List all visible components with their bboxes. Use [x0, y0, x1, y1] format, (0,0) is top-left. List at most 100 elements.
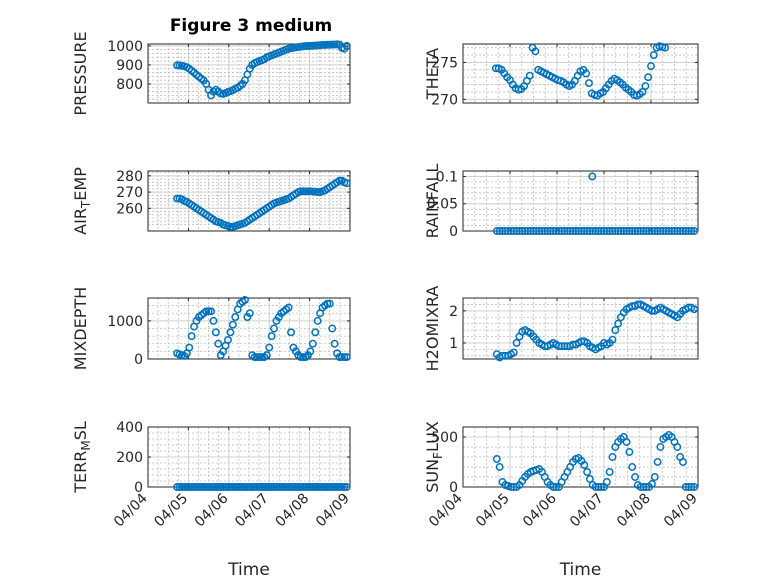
data-point — [647, 227, 656, 235]
data-point — [650, 227, 659, 235]
y-tick-label: 0 — [134, 352, 143, 368]
data-point — [546, 227, 555, 235]
data-point — [597, 483, 606, 491]
data-point — [211, 483, 220, 491]
data-point — [681, 483, 690, 491]
data-point — [525, 71, 534, 80]
data-point — [296, 483, 305, 491]
y-axis-label: SUNFLUX — [423, 421, 445, 493]
data-point — [690, 483, 699, 491]
data-point — [681, 227, 690, 235]
data-point — [311, 328, 320, 337]
data-point — [185, 343, 194, 352]
data-point — [549, 483, 558, 491]
data-point — [492, 455, 501, 463]
data-point — [605, 227, 614, 235]
plot-frame — [147, 43, 351, 104]
data-point — [231, 483, 240, 491]
data-point — [211, 328, 220, 337]
data-point — [560, 342, 569, 351]
data-point — [512, 338, 521, 347]
data-point — [330, 483, 339, 491]
data-point — [323, 299, 332, 308]
data-point — [274, 483, 283, 491]
data-point — [301, 483, 310, 491]
data-point — [262, 351, 271, 360]
data-point — [328, 324, 337, 333]
data-point — [233, 483, 242, 491]
y-tick-label: 0.05 — [427, 197, 458, 213]
data-point — [175, 483, 184, 491]
data-point — [323, 40, 332, 49]
data-point — [642, 227, 651, 235]
data-point — [335, 176, 344, 185]
data-point — [337, 353, 346, 362]
data-point — [253, 353, 262, 362]
plot-frame — [147, 297, 351, 360]
data-point — [197, 483, 206, 491]
x-tick-label: 04/08 — [273, 491, 313, 531]
x-tick-label: 04/06 — [192, 490, 232, 530]
data-point — [644, 73, 653, 82]
data-point — [653, 227, 662, 235]
data-point — [690, 305, 699, 314]
data-point — [498, 351, 507, 360]
data-point — [199, 483, 208, 491]
data-point — [226, 328, 235, 337]
data-point — [622, 227, 631, 235]
data-point — [282, 483, 291, 491]
data-point — [631, 473, 639, 481]
data-point — [557, 227, 566, 235]
data-point — [504, 227, 513, 235]
data-point — [557, 342, 566, 351]
data-point — [501, 227, 510, 235]
plot-frame — [462, 426, 699, 488]
data-point — [538, 227, 546, 235]
y-tick-label: 0 — [449, 224, 458, 240]
data-point — [291, 483, 300, 491]
data-point — [611, 326, 620, 335]
y-tick-label: 270 — [116, 185, 143, 201]
data-point — [645, 227, 654, 235]
data-point — [318, 41, 327, 49]
data-point — [304, 483, 312, 491]
data-point — [569, 227, 577, 235]
data-point — [287, 328, 295, 337]
data-point — [250, 483, 259, 491]
data-point — [628, 463, 637, 471]
data-point — [187, 483, 196, 491]
data-point — [594, 227, 603, 235]
data-point — [279, 483, 288, 491]
data-point — [554, 342, 563, 351]
data-point — [580, 461, 589, 469]
y-tick-label: 275 — [431, 55, 458, 71]
data-point — [226, 222, 235, 231]
data-point — [190, 483, 199, 491]
data-point — [602, 227, 611, 235]
data-point — [236, 483, 245, 491]
data-point — [337, 483, 346, 491]
data-point — [265, 483, 274, 491]
data-point — [591, 227, 600, 235]
data-point — [577, 227, 586, 235]
data-point — [532, 227, 541, 235]
data-point — [585, 227, 594, 235]
chart-mixdepth: 0 1000 MIXDEPTH — [71, 287, 351, 370]
data-point — [228, 320, 237, 329]
y-tick-label: 0.1 — [436, 169, 458, 185]
data-point — [284, 303, 293, 312]
data-point — [267, 332, 276, 341]
data-point — [619, 227, 628, 235]
data-point — [563, 227, 572, 235]
data-point — [311, 483, 320, 491]
y-axis-label: PRESSURE — [71, 31, 90, 115]
data-point — [313, 483, 322, 491]
data-point — [301, 187, 310, 196]
data-point — [531, 47, 540, 56]
data-point — [647, 62, 655, 71]
data-point — [492, 227, 501, 235]
data-point — [306, 483, 315, 491]
data-point — [228, 483, 237, 491]
